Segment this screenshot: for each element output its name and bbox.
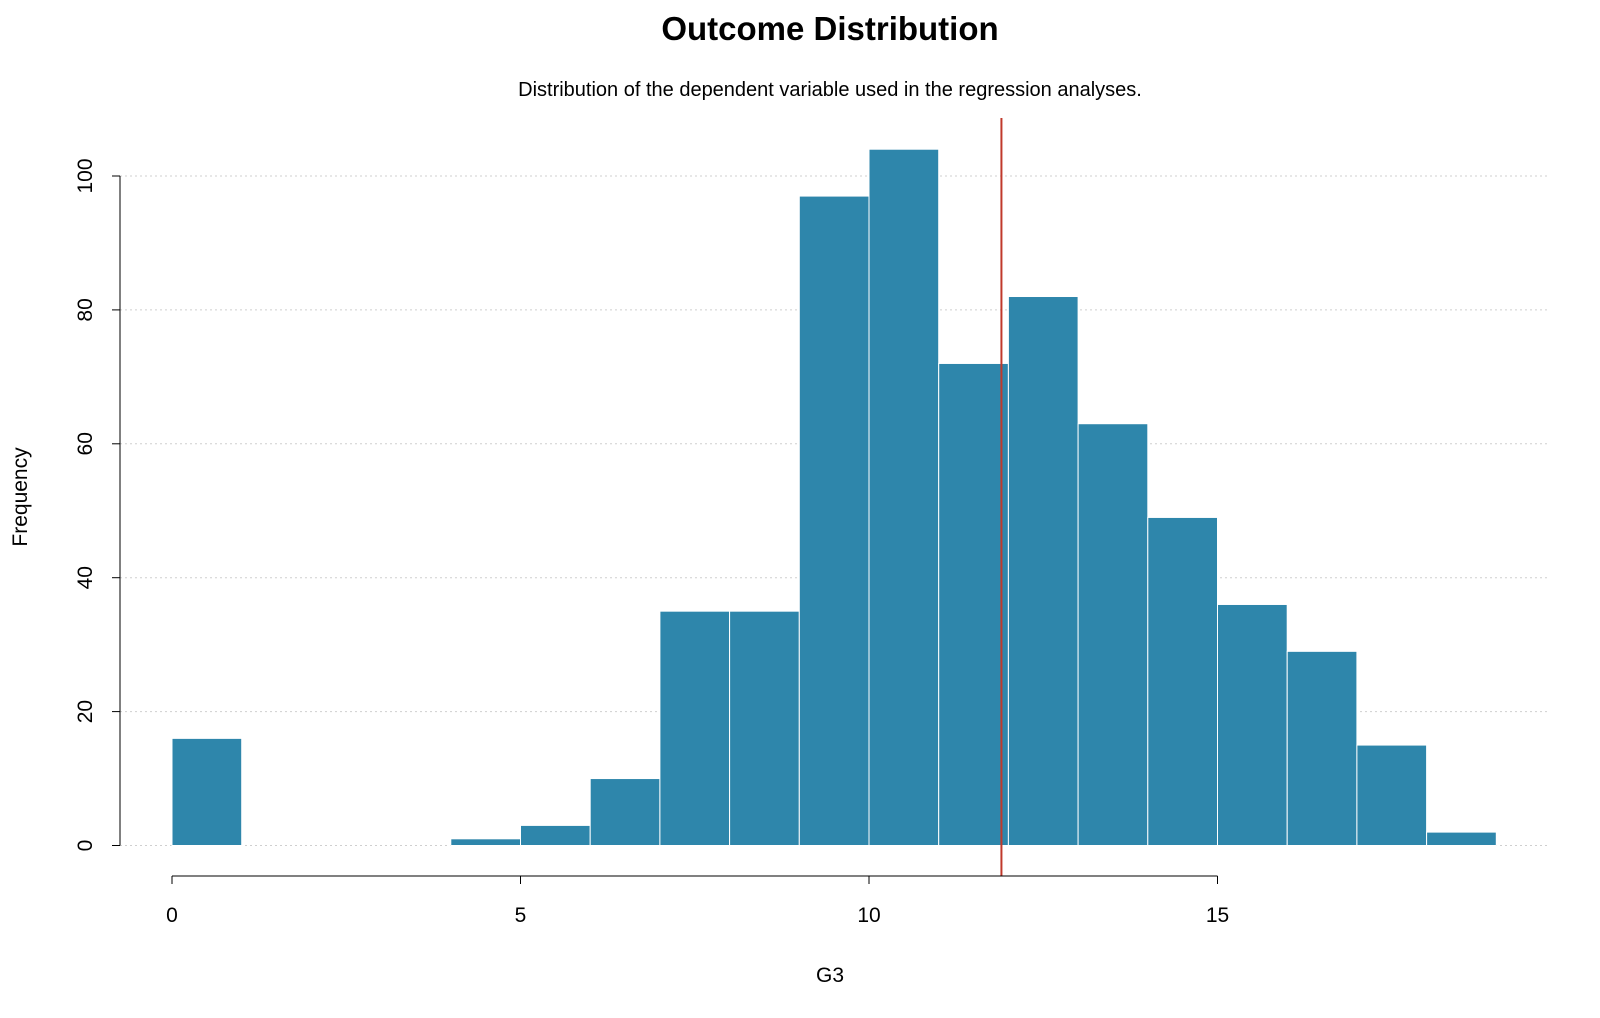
y-axis-title: Frequency bbox=[9, 447, 32, 547]
histogram-bar bbox=[659, 610, 731, 846]
histogram-bar bbox=[589, 778, 661, 846]
histogram-bar bbox=[1356, 744, 1428, 847]
y-tick-label: 60 bbox=[74, 432, 97, 455]
x-tick-label: 10 bbox=[857, 904, 880, 927]
x-tick-label: 0 bbox=[166, 904, 178, 927]
chart-subtitle: Distribution of the dependent variable u… bbox=[518, 79, 1142, 101]
histogram-bar bbox=[1077, 423, 1149, 846]
histogram-bars bbox=[171, 148, 1497, 847]
histogram-bar bbox=[868, 148, 940, 847]
histogram-bar bbox=[1007, 296, 1079, 846]
y-tick-label: 0 bbox=[74, 840, 97, 852]
y-tick-label: 80 bbox=[74, 298, 97, 321]
histogram-bar bbox=[1286, 650, 1358, 846]
chart-title: Outcome Distribution bbox=[661, 10, 998, 47]
y-axis: 0 20 40 60 80 100 bbox=[74, 158, 121, 852]
histogram-bar bbox=[1217, 603, 1288, 846]
x-axis-title: G3 bbox=[816, 964, 844, 987]
x-tick-label: 5 bbox=[515, 904, 527, 927]
histogram-bar bbox=[938, 362, 1009, 846]
histogram-bar bbox=[171, 737, 243, 847]
histogram-bar bbox=[1426, 831, 1497, 846]
histogram-bar bbox=[729, 610, 800, 846]
y-tick-label: 40 bbox=[74, 566, 97, 589]
x-axis: 0 5 10 15 bbox=[166, 875, 1229, 927]
histogram-bar bbox=[520, 824, 591, 846]
y-tick-label: 100 bbox=[74, 158, 97, 193]
y-tick-label: 20 bbox=[74, 700, 97, 723]
x-tick-label: 15 bbox=[1206, 904, 1229, 927]
histogram-bar bbox=[450, 838, 521, 846]
histogram-bar bbox=[1147, 516, 1219, 846]
histogram-bar bbox=[798, 195, 870, 846]
